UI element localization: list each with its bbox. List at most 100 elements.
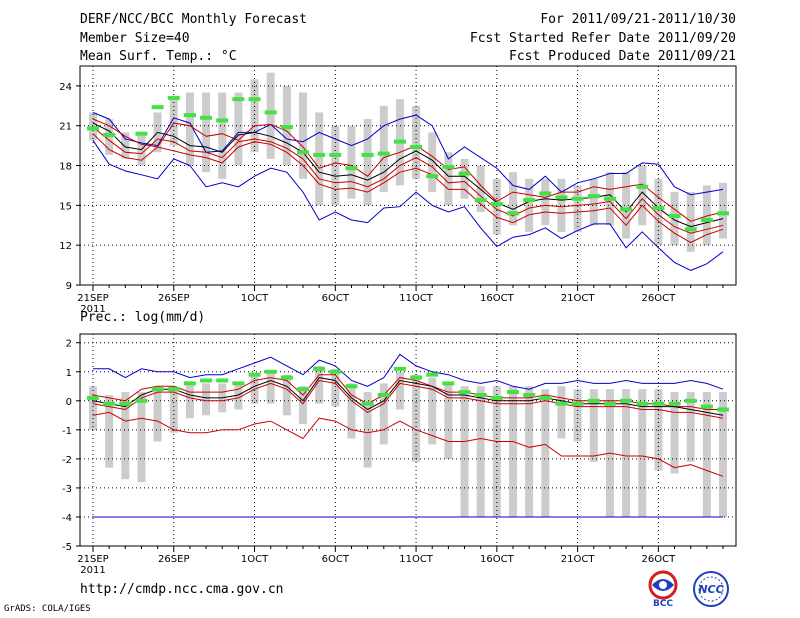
temp-spread-box [557, 178, 566, 232]
precip-ytick-label: -4 [62, 513, 72, 524]
temp-obs-marker [652, 206, 665, 211]
precip-series-mean [92, 377, 724, 416]
precip-xtick-label: 1OCT [241, 554, 269, 565]
precip-obs-marker [717, 407, 729, 412]
temp-xtick-label: 26OCT [642, 293, 677, 304]
temp-xtick-label: 26SEP [158, 293, 189, 304]
temp-ytick-label: 15 [59, 201, 72, 212]
forecast-period: For 2011/09/21-2011/10/30 [540, 12, 736, 27]
temp-obs-marker [668, 213, 681, 218]
temp-spread-box [589, 178, 598, 226]
temp-spread-box [218, 92, 227, 179]
temp-series-min [92, 133, 724, 244]
temp-obs-marker [329, 152, 342, 157]
member-size: Member Size=40 [80, 31, 190, 46]
temp-spread-box [250, 79, 259, 153]
temp-obs-marker [571, 196, 584, 201]
temp-spread-box [525, 178, 534, 232]
temp-xtick-label: 21SEP [77, 293, 108, 304]
temp-spread-box [573, 185, 582, 232]
temp-obs-marker [87, 126, 99, 131]
precip-obs-marker [652, 401, 665, 406]
precip-spread-box [379, 383, 388, 445]
precip-obs-marker [410, 375, 423, 380]
precip-spread-box [622, 389, 631, 517]
precip-spread-box [347, 383, 356, 439]
precip-spread-box [202, 383, 211, 416]
precip-obs-marker [620, 398, 633, 403]
temp-obs-marker [603, 196, 616, 201]
temp-series-upper [92, 118, 724, 222]
temp-year-label: 2011 [80, 304, 105, 315]
precip-series-max [93, 353, 724, 390]
precip-spread-box [589, 389, 598, 462]
precip-spread-box [702, 392, 711, 517]
precip-ytick-label: 0 [66, 397, 72, 408]
precip-spread-box [525, 386, 534, 517]
precip-obs-marker [490, 395, 503, 400]
temp-obs-marker [555, 195, 568, 200]
precip-obs-marker [474, 392, 487, 397]
precip-spread-box [153, 386, 162, 442]
temp-obs-marker [539, 191, 552, 196]
precip-obs-marker [232, 381, 245, 386]
precip-variable-label: Prec.: log(mm/d) [80, 310, 206, 325]
temp-spread-box [331, 125, 340, 206]
precip-spread-box [460, 386, 469, 517]
precip-spread-box [557, 386, 566, 439]
precip-spread-box [363, 392, 372, 468]
temp-ytick-label: 9 [66, 281, 72, 292]
precip-xtick-label: 26OCT [642, 554, 677, 565]
temp-obs-marker [216, 118, 229, 123]
temp-obs-marker [410, 144, 423, 149]
precip-obs-marker [507, 390, 519, 395]
temp-spread-box [299, 92, 307, 179]
temp-obs-marker [167, 95, 180, 100]
precip-obs-marker [668, 401, 681, 406]
precip-year-label: 2011 [80, 565, 105, 576]
precip-ytick-label: 2 [66, 339, 72, 350]
precip-spread-box [686, 392, 695, 462]
precip-spread-box [121, 392, 130, 480]
precip-spread-box [105, 394, 114, 468]
precip-obs-marker [135, 398, 148, 403]
precip-obs-marker [377, 392, 390, 397]
precip-obs-marker [103, 401, 116, 406]
temp-obs-marker [264, 110, 277, 115]
temp-spread-box [202, 92, 211, 173]
chart-title: DERF/NCC/BCC Monthly Forecast [80, 12, 307, 27]
bcc-logo: BCC [648, 570, 678, 608]
precip-obs-marker [555, 401, 568, 406]
precip-spread-box [509, 386, 517, 517]
precip-ytick-label: -1 [62, 426, 72, 437]
temp-xtick-label: 21OCT [561, 293, 596, 304]
temp-obs-marker [474, 198, 487, 203]
temp-obs-marker [490, 202, 503, 207]
temp-series-max [92, 112, 724, 196]
precip-obs-marker [345, 384, 358, 389]
precip-obs-marker [603, 401, 616, 406]
temp-spread-box [702, 185, 711, 246]
precip-obs-marker [587, 398, 600, 403]
precip-spread-box [492, 386, 501, 517]
ncc-logo-text: NCC [698, 583, 723, 596]
temp-xtick-label: 6OCT [322, 293, 350, 304]
precip-obs-marker [183, 381, 196, 386]
temp-obs-marker [636, 184, 649, 189]
precip-spread-box [719, 392, 727, 517]
precip-obs-marker [442, 381, 455, 386]
precip-xtick-label: 11OCT [399, 554, 434, 565]
temp-spread-box [622, 172, 631, 239]
precip-spread-box [315, 365, 324, 404]
temp-spread-box [266, 72, 275, 159]
precip-xtick-label: 21SEP [77, 554, 108, 565]
temp-spread-box [185, 92, 194, 166]
precip-spread-box [638, 389, 647, 517]
temp-xtick-label: 11OCT [399, 293, 434, 304]
precip-spread-box [169, 386, 178, 433]
bcc-logo-text: BCC [653, 599, 673, 608]
website-url[interactable]: http://cmdp.ncc.cma.gov.cn [80, 582, 284, 597]
temp-obs-marker [313, 152, 326, 157]
temp-spread-box [686, 192, 695, 252]
forecast-started-date: Fcst Started Refer Date 2011/09/20 [469, 31, 736, 46]
